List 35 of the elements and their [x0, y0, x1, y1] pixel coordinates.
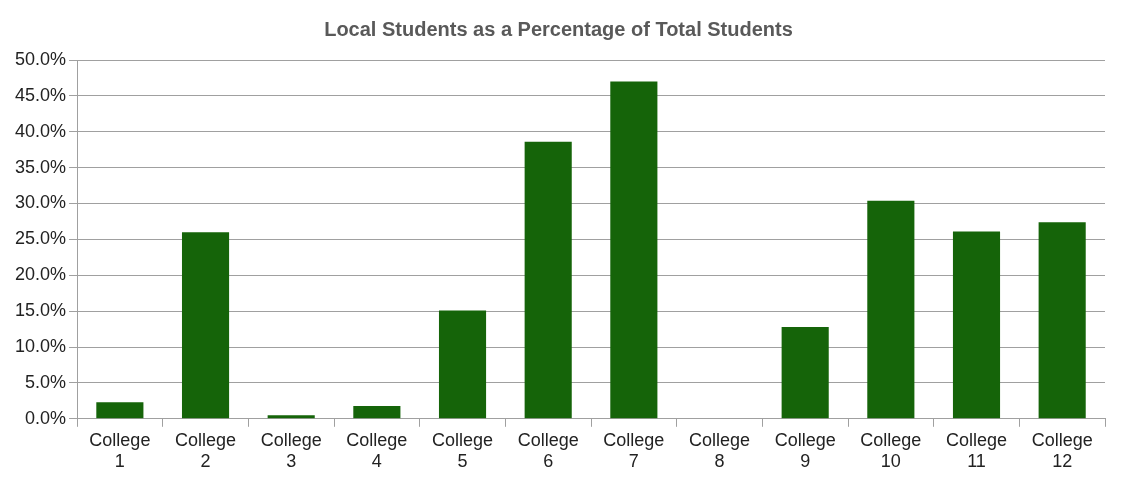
bar	[353, 405, 401, 419]
bar	[781, 326, 829, 419]
bar	[267, 415, 315, 419]
x-tick-label: College 6	[517, 429, 579, 472]
bar	[524, 141, 572, 419]
x-tick-label: College 4	[346, 429, 408, 472]
y-tick-label: 25.0%	[14, 228, 67, 249]
x-tick-label: College 12	[1031, 429, 1093, 472]
y-tick-label: 50.0%	[14, 48, 67, 69]
bar	[1038, 222, 1086, 419]
x-tick-label: College 8	[688, 429, 751, 472]
bar	[952, 231, 1001, 419]
y-tick-label: 15.0%	[14, 300, 67, 321]
bar	[867, 200, 915, 419]
bar	[96, 402, 144, 419]
x-tick-label: College 11	[945, 429, 1008, 472]
x-tick-label: College 3	[260, 429, 322, 472]
bar	[181, 232, 230, 419]
x-tick-label: College 1	[89, 429, 151, 472]
x-tick-label: College 9	[774, 429, 836, 472]
x-tick-label: College 2	[175, 429, 237, 472]
x-tick-label: College 10	[860, 429, 922, 472]
x-tick-label: College 7	[603, 429, 665, 472]
y-tick-label: 0.0%	[25, 407, 67, 428]
bar	[610, 81, 658, 419]
y-tick-label: 10.0%	[14, 336, 67, 357]
x-tick-label: College 5	[432, 429, 494, 472]
y-tick-label: 35.0%	[14, 156, 67, 177]
y-tick-label: 5.0%	[25, 371, 67, 392]
y-tick-label: 40.0%	[14, 120, 67, 141]
chart-title: Local Students as a Percentage of Total Students	[324, 17, 793, 40]
y-tick-label: 30.0%	[14, 192, 67, 213]
bar	[438, 310, 487, 419]
y-tick-label: 20.0%	[14, 264, 67, 285]
y-tick-label: 45.0%	[14, 84, 67, 105]
